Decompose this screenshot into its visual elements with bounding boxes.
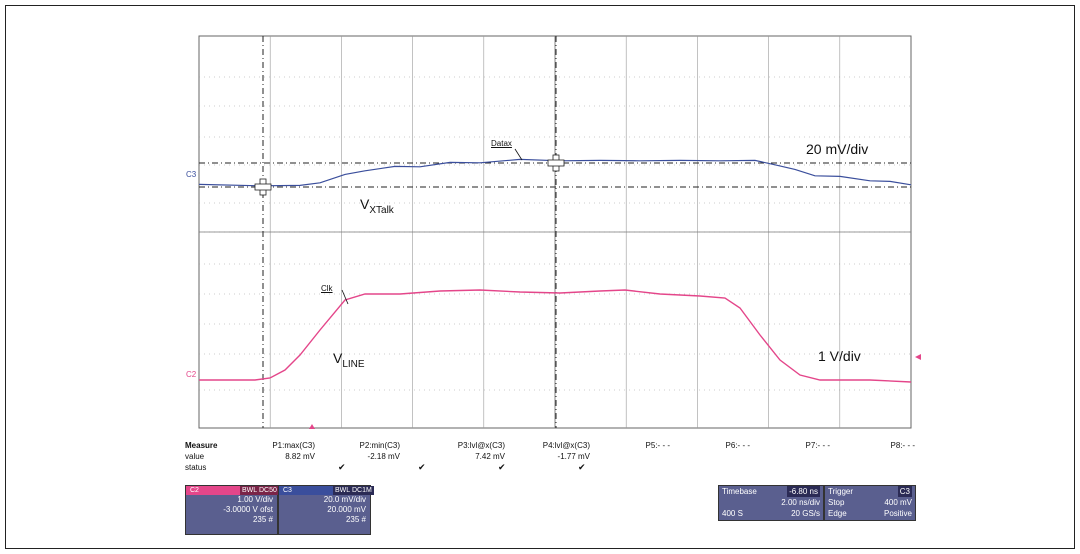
c2-scale: 1.00 V/div — [237, 495, 273, 504]
trigger-channel: C3 — [897, 486, 912, 497]
param-name[interactable]: P4:lvl@x(C3) — [542, 441, 590, 450]
channel-c2-header: C2 BWL DC50 — [186, 486, 279, 495]
param-name[interactable]: P3:lvl@x(C3) — [457, 441, 505, 450]
vxtalk-annotation: VXTalk — [360, 196, 394, 216]
c3-trace-marker: C3 — [186, 170, 197, 179]
timebase-rate: 20 GS/s — [791, 509, 820, 518]
timebase-perdiv-row: 2.00 ns/div — [719, 497, 823, 508]
trace-clk — [199, 289, 912, 383]
status-row-label: status — [185, 463, 207, 472]
timebase-label: Timebase — [722, 487, 757, 496]
c2-scale-annotation: 1 V/div — [818, 348, 861, 364]
param-value: 8.82 mV — [285, 452, 315, 461]
datax-leader-line — [514, 148, 523, 161]
timebase-delay: -6.80 ns — [787, 486, 820, 497]
channel-c2-panel[interactable]: C2 BWL DC50 1.00 V/div -3.0000 V ofst 23… — [185, 485, 279, 535]
value-row-label: value — [185, 452, 205, 461]
c3-scale: 20.0 mV/div — [323, 495, 366, 504]
trigger-position-arrow-icon — [309, 424, 315, 429]
trigger-header: Trigger C3 — [825, 486, 915, 497]
c2-offset: -3.0000 V ofst — [223, 505, 273, 514]
vline-annotation: VLINE — [333, 350, 365, 370]
c3-offset: 20.000 mV — [327, 505, 366, 514]
c3-scale-annotation: 20 mV/div — [806, 141, 869, 157]
param-name[interactable]: P8:- - - — [890, 441, 915, 450]
clk-label: Clk — [321, 284, 333, 293]
param-value: 7.42 mV — [475, 452, 505, 461]
param-name[interactable]: P5:- - - — [645, 441, 670, 450]
channel-c3-panel[interactable]: C3 BWL DC1M 20.0 mV/div 20.000 mV 235 # — [278, 485, 374, 535]
c2-count: 235 # — [252, 515, 273, 524]
param-name[interactable]: P6:- - - — [725, 441, 750, 450]
measure-value-row: value 8.82 mV -2.18 mV 7.42 mV -1.77 mV — [185, 451, 915, 462]
param-name[interactable]: P1:max(C3) — [272, 441, 315, 450]
timebase-sample-row: 400 S 20 GS/s — [719, 508, 823, 519]
c3-bwl-badge: BWL — [333, 486, 353, 495]
c2-coupling-badge: DC50 — [257, 486, 279, 495]
timebase-samples: 400 S — [722, 509, 743, 518]
c2-bwl-badge: BWL — [240, 486, 260, 495]
measure-header-row: Measure P1:max(C3) P2:min(C3) P3:lvl@x(C… — [185, 440, 915, 451]
timebase-header: Timebase -6.80 ns — [719, 486, 823, 497]
trigger-level: 400 mV — [884, 498, 912, 507]
cursor-cross-icon — [547, 159, 565, 167]
param-value: -2.18 mV — [367, 452, 400, 461]
screenshot-frame — [5, 5, 1075, 549]
measure-title: Measure — [185, 441, 218, 450]
trace-datax — [198, 158, 912, 187]
timebase-per-div: 2.00 ns/div — [781, 498, 820, 507]
channel-c3-id: C3 — [283, 487, 292, 494]
check-icon: ✔ — [338, 462, 346, 472]
channel-c2-id: C2 — [190, 487, 199, 494]
param-name[interactable]: P2:min(C3) — [359, 441, 400, 450]
timebase-panel[interactable]: Timebase -6.80 ns 2.00 ns/div 400 S 20 G… — [718, 485, 824, 521]
trigger-label: Trigger — [828, 487, 854, 496]
trigger-level-arrow-icon — [915, 354, 921, 360]
check-icon: ✔ — [498, 462, 506, 472]
channel-c3-header: C3 BWL DC1M — [279, 486, 374, 495]
measure-status-row: status ✔ ✔ ✔ ✔ — [185, 462, 915, 473]
trigger-mode-row: Stop 400 mV — [825, 497, 915, 508]
datax-label: Datax — [491, 139, 512, 148]
check-icon: ✔ — [578, 462, 586, 472]
trigger-type-row: Edge Positive — [825, 508, 915, 519]
measure-table: Measure P1:max(C3) P2:min(C3) P3:lvl@x(C… — [185, 440, 915, 480]
trigger-slope: Positive — [883, 509, 912, 518]
cursor-cross-icon — [254, 183, 272, 191]
trigger-type: Edge — [828, 509, 847, 518]
param-name[interactable]: P7:- - - — [805, 441, 830, 450]
param-value: -1.77 mV — [557, 452, 590, 461]
clk-leader-line — [341, 289, 349, 305]
c3-count: 235 # — [345, 515, 366, 524]
check-icon: ✔ — [418, 462, 426, 472]
c2-trace-marker: C2 — [186, 370, 197, 379]
trigger-panel[interactable]: Trigger C3 Stop 400 mV Edge Positive — [824, 485, 916, 521]
trigger-mode: Stop — [828, 498, 845, 507]
c3-coupling-badge: DC1M — [350, 486, 374, 495]
